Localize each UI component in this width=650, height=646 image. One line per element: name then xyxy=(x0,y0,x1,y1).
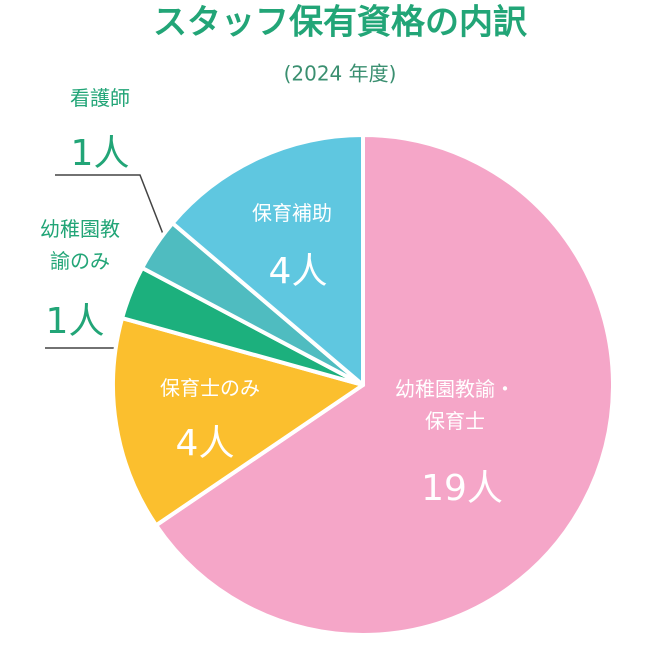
slice-label: 看護師 xyxy=(70,86,130,110)
slice-label: 幼稚園教諭のみ xyxy=(40,217,120,273)
slice-label: 保育士のみ xyxy=(160,376,260,400)
value-label: 4人 xyxy=(268,251,328,292)
chart-subtitle: (2024 年度) xyxy=(284,62,397,86)
pie-slice xyxy=(170,133,365,387)
pie-slice xyxy=(111,316,365,528)
pie-slice xyxy=(154,133,615,637)
value-label: 1人 xyxy=(45,301,105,342)
chart-title: スタッフ保有資格の内訳 xyxy=(153,3,528,43)
value-label: 19人 xyxy=(421,468,503,509)
slice-label: 幼稚園教諭・保育士 xyxy=(395,377,515,433)
slice-label: 保育補助 xyxy=(252,201,332,225)
leader-line xyxy=(55,174,173,258)
value-label: 4人 xyxy=(175,423,235,464)
value-label: 1人 xyxy=(70,133,130,174)
